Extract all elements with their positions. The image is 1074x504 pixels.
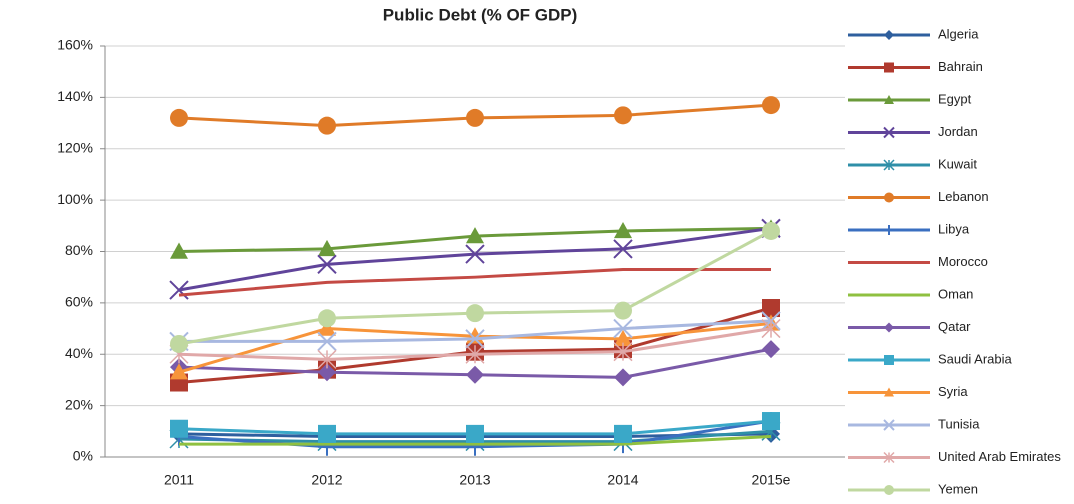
legend-marker bbox=[884, 225, 894, 235]
point-marker bbox=[318, 116, 336, 135]
point-marker bbox=[613, 342, 633, 362]
legend-label: Yemen bbox=[938, 481, 978, 496]
point-marker bbox=[318, 239, 336, 257]
y-tick-label: 60% bbox=[65, 294, 93, 310]
point-marker bbox=[318, 309, 336, 328]
legend-marker bbox=[884, 322, 894, 333]
point-marker bbox=[613, 318, 633, 339]
point-marker bbox=[614, 424, 632, 443]
point-marker bbox=[318, 424, 336, 443]
point-marker bbox=[170, 363, 188, 380]
point-marker bbox=[317, 349, 337, 369]
series-line bbox=[179, 434, 772, 446]
legend-marker bbox=[883, 419, 895, 431]
point-marker bbox=[466, 424, 484, 443]
point-marker bbox=[762, 412, 780, 431]
legend-marker bbox=[884, 192, 894, 203]
point-marker bbox=[614, 221, 632, 239]
legend-label: Oman bbox=[938, 286, 973, 301]
legend-marker bbox=[884, 355, 894, 365]
legend-label: Bahrain bbox=[938, 59, 983, 74]
legend-label: United Arab Emirates bbox=[938, 449, 1061, 464]
point-marker bbox=[614, 301, 632, 320]
legend-label: Jordan bbox=[938, 124, 978, 139]
x-tick-label: 2012 bbox=[311, 472, 342, 488]
point-marker bbox=[170, 242, 188, 259]
point-marker bbox=[614, 368, 632, 387]
x-tick-label: 2014 bbox=[607, 472, 638, 488]
chart-title: Public Debt (% OF GDP) bbox=[383, 5, 578, 24]
y-tick-label: 80% bbox=[65, 242, 93, 258]
point-marker bbox=[466, 304, 484, 323]
y-tick-label: 140% bbox=[57, 88, 93, 104]
point-marker bbox=[170, 108, 188, 127]
x-tick-label: 2011 bbox=[164, 472, 194, 488]
point-marker bbox=[614, 329, 632, 347]
y-tick-label: 160% bbox=[57, 37, 93, 53]
y-tick-label: 100% bbox=[57, 191, 93, 207]
legend-label: Libya bbox=[938, 221, 970, 236]
legend-label: Lebanon bbox=[938, 189, 989, 204]
legend-marker bbox=[883, 159, 895, 171]
point-marker bbox=[762, 340, 780, 359]
point-marker bbox=[466, 108, 484, 127]
legend-label: Saudi Arabia bbox=[938, 351, 1012, 366]
point-marker bbox=[466, 227, 484, 244]
y-tick-label: 20% bbox=[65, 396, 93, 412]
point-marker bbox=[465, 329, 485, 349]
legend-label: Tunisia bbox=[938, 416, 980, 431]
legend-label: Morocco bbox=[938, 254, 988, 269]
point-marker bbox=[317, 331, 337, 352]
point-marker bbox=[762, 221, 780, 240]
legend-marker bbox=[884, 62, 894, 73]
legend-marker bbox=[884, 95, 894, 104]
legend-marker bbox=[884, 30, 894, 40]
point-marker bbox=[318, 363, 336, 382]
point-marker bbox=[761, 319, 781, 339]
point-marker bbox=[317, 254, 337, 275]
legend-label: Egypt bbox=[938, 91, 972, 106]
legend-label: Qatar bbox=[938, 319, 971, 334]
point-marker bbox=[613, 239, 633, 259]
point-marker bbox=[762, 299, 780, 318]
point-marker bbox=[466, 365, 484, 384]
series-line bbox=[178, 267, 771, 297]
legend-label: Kuwait bbox=[938, 156, 977, 171]
legend-marker bbox=[883, 451, 895, 464]
point-marker bbox=[318, 319, 336, 336]
legend-label: Syria bbox=[938, 384, 968, 399]
point-marker bbox=[465, 244, 485, 264]
x-tick-label: 2015e bbox=[752, 472, 791, 488]
y-tick-label: 40% bbox=[65, 345, 93, 361]
y-tick-label: 0% bbox=[73, 448, 93, 464]
point-marker bbox=[465, 344, 485, 364]
x-tick-label: 2013 bbox=[459, 472, 490, 488]
legend-marker bbox=[884, 387, 894, 397]
legend-marker bbox=[884, 485, 894, 495]
y-tick-label: 120% bbox=[57, 139, 93, 155]
legend-marker bbox=[883, 126, 895, 139]
point-marker bbox=[170, 334, 188, 353]
legend-label: Algeria bbox=[938, 26, 979, 41]
point-marker bbox=[614, 106, 632, 125]
point-marker bbox=[170, 419, 188, 438]
point-marker bbox=[762, 96, 780, 115]
